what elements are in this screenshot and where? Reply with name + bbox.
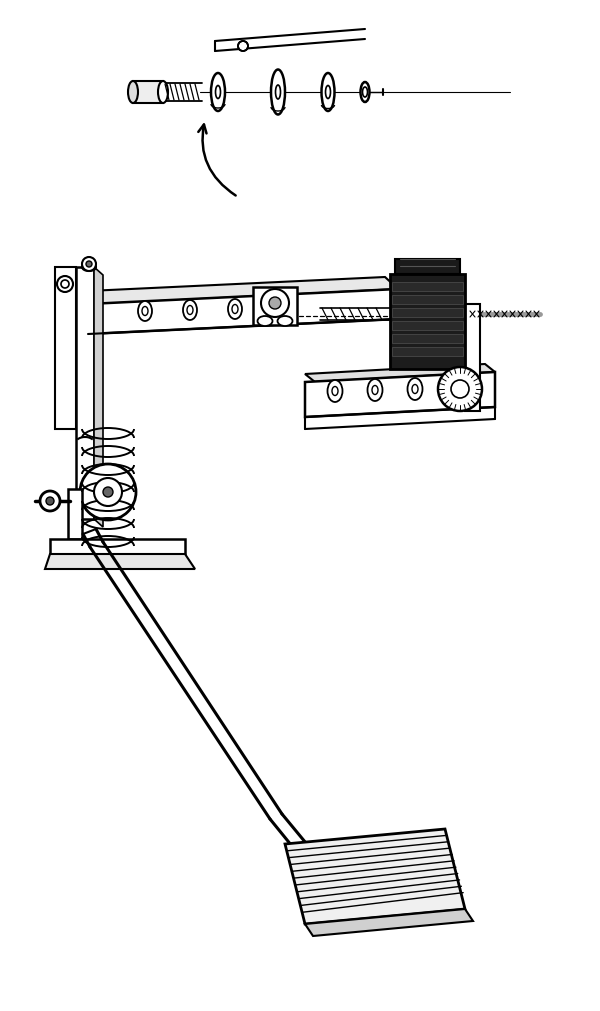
Ellipse shape: [257, 316, 272, 327]
Circle shape: [269, 297, 281, 309]
Circle shape: [82, 258, 96, 272]
Ellipse shape: [367, 379, 383, 401]
Polygon shape: [88, 290, 398, 335]
Ellipse shape: [362, 88, 367, 98]
Polygon shape: [50, 540, 185, 554]
Ellipse shape: [275, 86, 280, 100]
Ellipse shape: [325, 86, 331, 99]
Bar: [390, 275, 465, 370]
Polygon shape: [68, 489, 82, 540]
Bar: [395, 260, 460, 275]
Circle shape: [80, 464, 136, 521]
Circle shape: [40, 491, 60, 512]
Ellipse shape: [228, 299, 242, 319]
Ellipse shape: [138, 301, 152, 321]
Polygon shape: [55, 268, 76, 430]
Bar: [133, 82, 163, 104]
Circle shape: [261, 290, 289, 317]
Polygon shape: [305, 909, 473, 936]
Ellipse shape: [332, 387, 338, 396]
Polygon shape: [94, 268, 103, 528]
Bar: [253, 288, 297, 326]
Bar: [392, 348, 463, 357]
Polygon shape: [465, 304, 480, 411]
Circle shape: [94, 478, 122, 507]
Bar: [392, 308, 463, 317]
Ellipse shape: [187, 306, 193, 315]
Bar: [392, 295, 463, 304]
Circle shape: [103, 487, 113, 497]
Circle shape: [438, 368, 482, 411]
Ellipse shape: [271, 71, 285, 115]
Ellipse shape: [361, 83, 370, 103]
Ellipse shape: [277, 316, 292, 327]
Ellipse shape: [232, 305, 238, 314]
Polygon shape: [45, 554, 195, 569]
Polygon shape: [88, 278, 398, 304]
Ellipse shape: [183, 300, 197, 320]
Circle shape: [451, 380, 469, 398]
Ellipse shape: [407, 379, 422, 400]
Polygon shape: [305, 365, 495, 382]
Ellipse shape: [211, 74, 225, 112]
Bar: [392, 335, 463, 344]
Bar: [76, 268, 94, 520]
Bar: [392, 283, 463, 292]
Circle shape: [86, 262, 92, 268]
Circle shape: [57, 277, 73, 293]
Ellipse shape: [158, 82, 168, 104]
Ellipse shape: [322, 74, 335, 112]
Circle shape: [238, 42, 248, 52]
Ellipse shape: [412, 385, 418, 394]
Polygon shape: [305, 373, 495, 418]
Ellipse shape: [328, 380, 343, 402]
Ellipse shape: [215, 86, 221, 99]
Ellipse shape: [128, 82, 138, 104]
Bar: [392, 321, 463, 331]
Ellipse shape: [142, 307, 148, 316]
Circle shape: [46, 497, 54, 506]
Ellipse shape: [372, 386, 378, 395]
Ellipse shape: [82, 264, 96, 272]
Polygon shape: [285, 829, 465, 924]
